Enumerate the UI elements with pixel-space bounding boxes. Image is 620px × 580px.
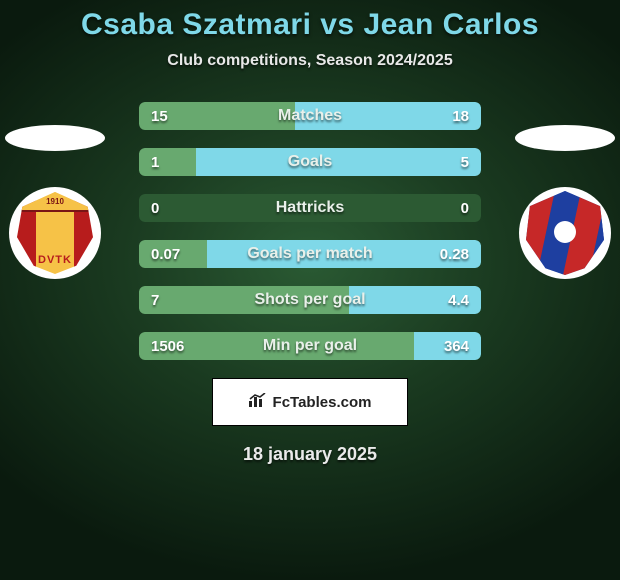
player-right-oval xyxy=(515,125,615,151)
stat-row: 00Hattricks xyxy=(139,194,481,222)
stat-label: Goals xyxy=(139,148,481,176)
club-crest-right xyxy=(519,187,611,279)
chart-icon xyxy=(249,393,267,411)
subtitle: Club competitions, Season 2024/2025 xyxy=(0,52,620,70)
player-right-column xyxy=(510,125,620,279)
stats-bars: 1518Matches 15Goals 00Hattricks 0.070.28Goa… xyxy=(139,102,481,360)
club-crest-left: 1910 DVTK xyxy=(9,187,101,279)
stat-row: 1506364Min per goal xyxy=(139,332,481,360)
stat-row: 0.070.28Goals per match xyxy=(139,240,481,268)
player-left-column: 1910 DVTK xyxy=(0,125,110,279)
crest-right-ball-icon xyxy=(554,221,576,243)
stat-label: Min per goal xyxy=(139,332,481,360)
source-text: FcTables.com xyxy=(273,394,372,411)
crest-left-year: 1910 xyxy=(17,192,93,212)
page-title: Csaba Szatmari vs Jean Carlos xyxy=(0,8,620,42)
stat-row: 74.4Shots per goal xyxy=(139,286,481,314)
stat-row: 15Goals xyxy=(139,148,481,176)
crest-left-text: DVTK xyxy=(17,254,93,266)
source-badge: FcTables.com xyxy=(212,378,408,426)
stat-label: Shots per goal xyxy=(139,286,481,314)
player-left-oval xyxy=(5,125,105,151)
stat-label: Goals per match xyxy=(139,240,481,268)
stat-label: Matches xyxy=(139,102,481,130)
content-area: Csaba Szatmari vs Jean Carlos Club compe… xyxy=(0,0,620,580)
date-label: 18 january 2025 xyxy=(0,444,620,465)
stat-label: Hattricks xyxy=(139,194,481,222)
stat-row: 1518Matches xyxy=(139,102,481,130)
